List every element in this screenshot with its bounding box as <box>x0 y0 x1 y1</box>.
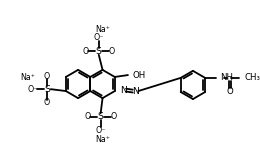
Text: O: O <box>109 47 115 56</box>
Text: S: S <box>98 112 103 121</box>
Text: O⁻: O⁻ <box>95 126 106 135</box>
Text: O⁻: O⁻ <box>28 85 38 94</box>
Text: N: N <box>120 86 127 95</box>
Text: O: O <box>82 47 89 56</box>
Text: OH: OH <box>133 71 146 80</box>
Text: O⁻: O⁻ <box>94 33 104 42</box>
Text: Na⁺: Na⁺ <box>95 25 110 34</box>
Text: O: O <box>84 112 91 121</box>
Text: S: S <box>96 47 102 56</box>
Text: O: O <box>44 98 50 107</box>
Text: NH: NH <box>220 73 233 82</box>
Text: Na⁺: Na⁺ <box>21 73 36 82</box>
Text: N: N <box>132 87 139 96</box>
Text: O: O <box>111 112 117 121</box>
Text: S: S <box>44 85 50 94</box>
Text: CH₃: CH₃ <box>245 73 260 82</box>
Text: Na⁺: Na⁺ <box>95 135 110 144</box>
Text: O: O <box>44 72 50 80</box>
Text: O: O <box>226 87 233 96</box>
